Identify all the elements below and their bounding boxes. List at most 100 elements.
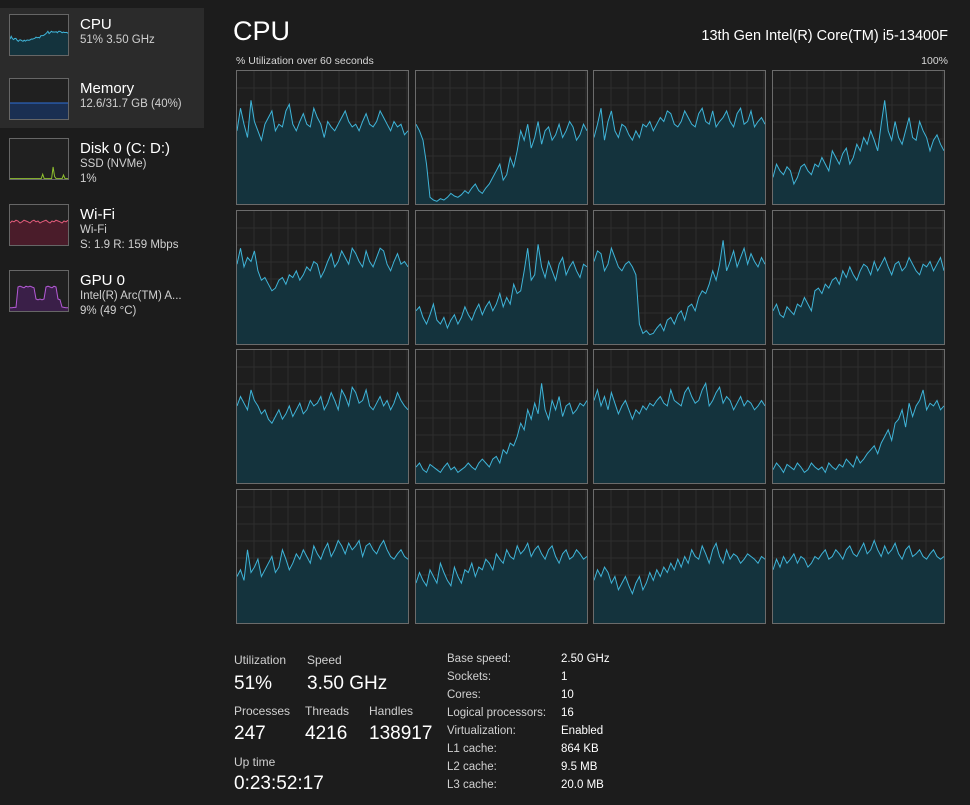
logical-processor-graphs[interactable]	[236, 70, 947, 627]
usage-line	[594, 381, 765, 421]
usage-area	[416, 383, 587, 483]
spec-label: L1 cache:	[447, 743, 497, 755]
usage-line	[10, 219, 68, 224]
core-graph-7	[772, 210, 945, 345]
usage-area	[773, 257, 944, 344]
core-graph-14	[593, 489, 766, 624]
utilization-label: Utilization	[234, 653, 287, 667]
usage-area	[10, 220, 68, 245]
spec-value: Enabled	[561, 725, 604, 737]
usage-line	[594, 541, 765, 596]
core-graph-5	[415, 210, 588, 345]
spec-value: 10	[561, 689, 574, 701]
cpu-thumbnail-graph	[9, 14, 69, 56]
usage-line	[10, 285, 68, 309]
usage-area	[773, 540, 944, 623]
usage-line	[594, 106, 765, 142]
usage-line	[773, 256, 944, 319]
sidebar-item-disk[interactable]: Disk 0 (C: D:) SSD (NVMe) 1%	[0, 132, 204, 196]
sidebar-item-title: Disk 0 (C: D:)	[80, 140, 170, 157]
sidebar-item-title: Memory	[80, 80, 135, 97]
core-graph-8	[236, 349, 409, 484]
threads-value: 4216	[305, 723, 348, 744]
usage-line	[773, 389, 944, 474]
sidebar-item-sub: Wi-Fi	[80, 224, 107, 236]
usage-line	[416, 541, 587, 588]
spec-label: Virtualization:	[447, 725, 516, 737]
usage-area	[594, 108, 765, 204]
sidebar-item-title: CPU	[80, 16, 112, 33]
usage-area	[594, 543, 765, 623]
usage-area	[237, 540, 408, 623]
core-graph-12	[236, 489, 409, 624]
usage-area	[10, 103, 68, 119]
spec-label: Cores:	[447, 689, 481, 701]
core-graph-10	[593, 349, 766, 484]
usage-area	[773, 100, 944, 204]
uptime-label: Up time	[234, 755, 276, 769]
usage-line	[237, 246, 408, 292]
handles-value: 138917	[369, 723, 433, 744]
core-graph-9	[415, 349, 588, 484]
spec-value: 1	[561, 671, 568, 683]
spec-value: 9.5 MB	[561, 761, 598, 773]
sidebar-item-title: Wi-Fi	[80, 206, 115, 223]
core-graph-6	[593, 210, 766, 345]
usage-line	[237, 539, 408, 581]
spec-label: Sockets:	[447, 671, 492, 683]
usage-line	[237, 100, 408, 142]
utilization-value: 51%	[234, 673, 273, 694]
core-graph-2	[593, 70, 766, 205]
spec-label: L2 cache:	[447, 761, 497, 773]
sidebar-item-sub: 51% 3.50 GHz	[80, 34, 155, 46]
sidebar-item-title: GPU 0	[80, 272, 126, 289]
spec-label: Logical processors:	[447, 707, 547, 719]
usage-line	[237, 385, 408, 425]
wifi-thumbnail-graph	[9, 204, 69, 246]
core-graph-15	[772, 489, 945, 624]
sidebar-item-sub: SSD (NVMe)	[80, 158, 147, 170]
memory-thumbnail-graph	[9, 78, 69, 120]
usage-area	[416, 244, 587, 344]
spec-value: 20.0 MB	[561, 779, 604, 791]
spec-value: 864 KB	[561, 743, 599, 755]
usage-area	[416, 543, 587, 623]
page-title: CPU	[233, 16, 291, 46]
utilization-max-label: 100%	[921, 55, 948, 67]
sidebar-item-wifi[interactable]: Wi-Fi Wi-Fi S: 1.9 R: 159 Mbps	[0, 198, 204, 262]
speed-value: 3.50 GHz	[307, 673, 388, 694]
performance-sidebar: CPU 51% 3.50 GHz Memory 12.6/31.7 GB (40…	[0, 8, 204, 328]
handles-label: Handles	[369, 704, 414, 718]
sidebar-item-memory[interactable]: Memory 12.6/31.7 GB (40%)	[9, 78, 182, 120]
spec-label: Base speed:	[447, 653, 511, 665]
usage-line	[416, 244, 587, 330]
uptime-value: 0:23:52:17	[234, 773, 324, 794]
threads-label: Threads	[305, 704, 350, 718]
usage-area	[416, 121, 587, 204]
sidebar-item-sub: S: 1.9 R: 159 Mbps	[80, 239, 179, 251]
sidebar-item-cpu[interactable]: CPU 51% 3.50 GHz Memory 12.6/31.7 GB (40…	[0, 8, 204, 128]
sidebar-item-sub: 12.6/31.7 GB (40%)	[80, 98, 182, 110]
sidebar-item-gpu[interactable]: GPU 0 Intel(R) Arc(TM) A... 9% (49 °C)	[0, 264, 204, 328]
usage-area	[237, 100, 408, 204]
usage-line	[10, 166, 68, 179]
usage-area	[594, 383, 765, 483]
disk-thumbnail-graph	[9, 138, 69, 180]
speed-label: Speed	[307, 653, 342, 667]
core-graph-4	[236, 210, 409, 345]
gpu-thumbnail-graph	[9, 270, 69, 312]
usage-area	[237, 248, 408, 344]
usage-line	[773, 100, 944, 186]
cpu-model-name: 13th Gen Intel(R) Core(TM) i5-13400F	[701, 28, 948, 44]
usage-line	[416, 120, 587, 202]
spec-label: L3 cache:	[447, 779, 497, 791]
core-graph-0	[236, 70, 409, 205]
processes-value: 247	[234, 723, 266, 744]
sidebar-item-sub: 9% (49 °C)	[80, 305, 137, 317]
sidebar-item-sub: 1%	[80, 173, 97, 185]
processes-label: Processes	[234, 704, 291, 718]
spec-value: 16	[561, 707, 574, 719]
sidebar-item-sub: Intel(R) Arc(TM) A...	[80, 290, 182, 302]
utilization-graph-label: % Utilization over 60 seconds	[236, 55, 374, 67]
